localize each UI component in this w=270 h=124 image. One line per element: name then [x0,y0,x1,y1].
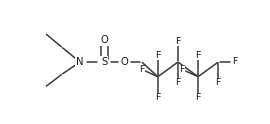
Text: F: F [155,93,161,102]
Text: F: F [195,51,201,60]
Text: F: F [195,93,201,102]
Text: F: F [232,58,238,66]
Text: F: F [215,78,221,87]
Text: F: F [175,78,181,87]
Text: O: O [120,57,128,67]
Text: F: F [155,51,161,60]
Text: S: S [101,57,107,67]
Text: F: F [139,65,144,74]
Text: O: O [100,35,108,45]
Text: F: F [179,65,185,74]
Text: F: F [175,37,181,46]
Text: N: N [76,57,84,67]
